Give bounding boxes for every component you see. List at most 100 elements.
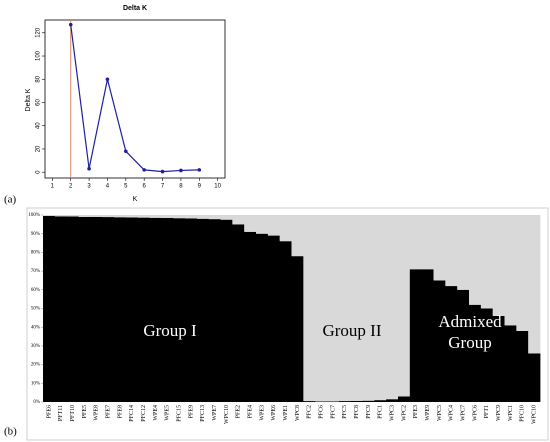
x-tick-label: PFC13 — [200, 405, 206, 422]
bar-segment — [208, 215, 221, 220]
x-tick-label: WPC6 — [472, 405, 478, 421]
panel-label: (a) — [4, 194, 17, 206]
bar-segment — [232, 215, 245, 225]
x-tick-label: PFE2 — [236, 405, 242, 418]
bar-segment — [90, 216, 103, 402]
bar-segment — [433, 280, 446, 402]
bar-segment — [374, 215, 387, 401]
x-tick-label: PFC10 — [520, 405, 526, 422]
bar-segment — [279, 241, 292, 402]
bar-segment — [528, 215, 541, 354]
x-tick-label: PFE9 — [188, 405, 194, 418]
bar-segment — [78, 215, 91, 217]
x-tick-label: PFC12 — [141, 405, 147, 422]
point — [68, 22, 73, 27]
bar-segment — [161, 215, 174, 218]
bar-segment — [469, 304, 482, 402]
bar-segment — [327, 215, 340, 402]
x-tick-label: 1 — [51, 184, 55, 190]
bar-segment — [409, 269, 423, 402]
x-tick-label: PFT11 — [58, 405, 64, 421]
line — [70, 24, 200, 173]
x-tick-label: WPC9 — [496, 405, 502, 421]
x-tick-label: WPE6 — [271, 405, 277, 421]
x-tick-label: 2 — [69, 184, 73, 190]
x-tick-label: 7 — [161, 184, 165, 190]
x-tick-label: 4 — [106, 184, 110, 190]
bar-segment — [291, 215, 304, 257]
bar-segment — [445, 286, 458, 402]
bar-segment — [220, 215, 233, 220]
bar-segment — [480, 215, 494, 309]
x-tick-label: WPC3 — [389, 405, 395, 421]
bar-segment — [196, 218, 210, 402]
bar-segment — [66, 215, 79, 217]
bar-segment — [173, 218, 186, 402]
x-tick-label: 3 — [87, 184, 91, 190]
x-axis-label: K — [133, 196, 138, 203]
bar-segment — [137, 217, 150, 402]
x-tick-label: PFE4 — [247, 405, 253, 418]
bar-segment — [457, 289, 470, 402]
bar-segment — [244, 231, 257, 402]
bar-segment — [256, 215, 269, 234]
x-tick-label: WPE1 — [283, 405, 289, 421]
x-tick-label: 10 — [214, 184, 221, 190]
bar-segment — [457, 215, 470, 290]
point — [142, 168, 146, 172]
x-tick-label: WPE8 — [94, 405, 100, 421]
bar-segment — [208, 219, 221, 402]
chart-title: Delta K — [123, 5, 147, 12]
bar-segment — [125, 215, 139, 218]
y-tick-label: 60 — [36, 98, 42, 105]
bar-segment — [125, 217, 139, 402]
bar-segment — [244, 215, 257, 232]
bar-segment — [338, 215, 352, 402]
y-tick-label: 40% — [31, 325, 40, 330]
x-tick-label: WPE3 — [259, 405, 265, 421]
y-tick-label: 70% — [31, 269, 40, 274]
x-tick-label: PFT1 — [484, 405, 490, 418]
x-tick-label: WPE5 — [165, 405, 171, 421]
bar-segment — [256, 233, 269, 402]
y-tick-label: 100 — [36, 50, 42, 61]
bar-segment — [386, 399, 399, 402]
y-tick-label: 0 — [36, 170, 42, 174]
y-tick-label: 80% — [31, 251, 40, 256]
bar-segment — [492, 215, 505, 316]
x-tick-label: PFC2 — [307, 405, 313, 419]
x-tick-label: 6 — [143, 184, 147, 190]
bar-segment — [528, 353, 541, 402]
bar-segment — [43, 215, 56, 402]
bar-segment — [291, 256, 304, 402]
bar-segment — [338, 401, 352, 402]
bar-segment — [350, 215, 363, 401]
point — [124, 149, 128, 154]
y-tick-label: 60% — [31, 288, 40, 293]
bar-segment — [78, 216, 91, 402]
bar-segment — [54, 216, 68, 402]
point — [105, 77, 110, 82]
bar-segment — [504, 215, 517, 326]
bar-segment — [469, 215, 482, 305]
bar-segment — [279, 215, 292, 242]
annotation: Admixed Group — [438, 312, 502, 352]
y-tick-label: 40 — [36, 122, 42, 129]
bar-segment — [220, 219, 233, 402]
y-tick-label: 50% — [31, 307, 40, 312]
bar-segment — [90, 215, 103, 217]
bar-segment — [504, 325, 517, 402]
bar-segment — [137, 215, 150, 218]
plot-frame — [44, 19, 226, 179]
bar-segment — [315, 401, 328, 402]
x-tick-label: PFE5 — [82, 405, 88, 418]
bar-segment — [267, 215, 281, 236]
x-tick-label: PFE7 — [105, 405, 111, 418]
point — [197, 168, 202, 172]
y-tick-label: 20% — [31, 363, 40, 368]
bar-segment — [173, 215, 186, 219]
y-tick-label: 20 — [36, 145, 42, 152]
y-tick-label: 10% — [31, 381, 40, 386]
